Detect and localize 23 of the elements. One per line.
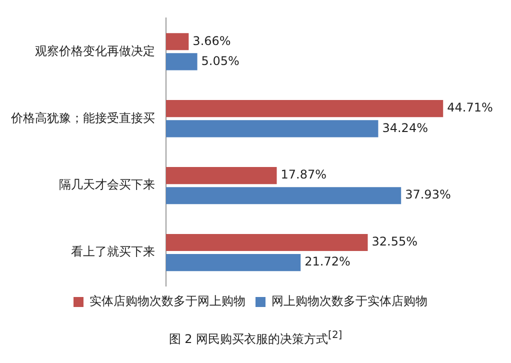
legend-label: 网上购物次数多于实体店购物 [272,294,428,308]
legend-label: 实体店购物次数多于网上购物 [90,294,246,308]
data-label: 37.93% [405,188,451,202]
text: 图 2 网民购买衣服的决策方式$^{[2]}$ [168,330,344,348]
bar [166,33,189,50]
y-tick-label: 观察价格变化再做决定 [35,44,155,58]
data-label: 21.72% [304,254,350,269]
data-label: 34.24% [382,120,428,135]
y-tick-label: 价格高犹豫；能接受直接买 [10,110,155,125]
data-label: 17.87% [280,168,327,182]
bar [166,120,378,138]
y-tick-label: 隔几天才会买下来 [59,178,155,192]
bar [166,234,368,252]
y-tick-label: 看上了就买下来 [71,244,155,259]
bar [166,166,277,184]
data-label: 5.05% [201,54,240,68]
bar [166,254,301,272]
bar [166,53,198,70]
bar [166,100,444,118]
data-label: 44.71% [447,100,493,115]
bar [166,187,402,204]
data-label: 3.66% [192,34,231,48]
data-label: 32.55% [372,234,418,249]
